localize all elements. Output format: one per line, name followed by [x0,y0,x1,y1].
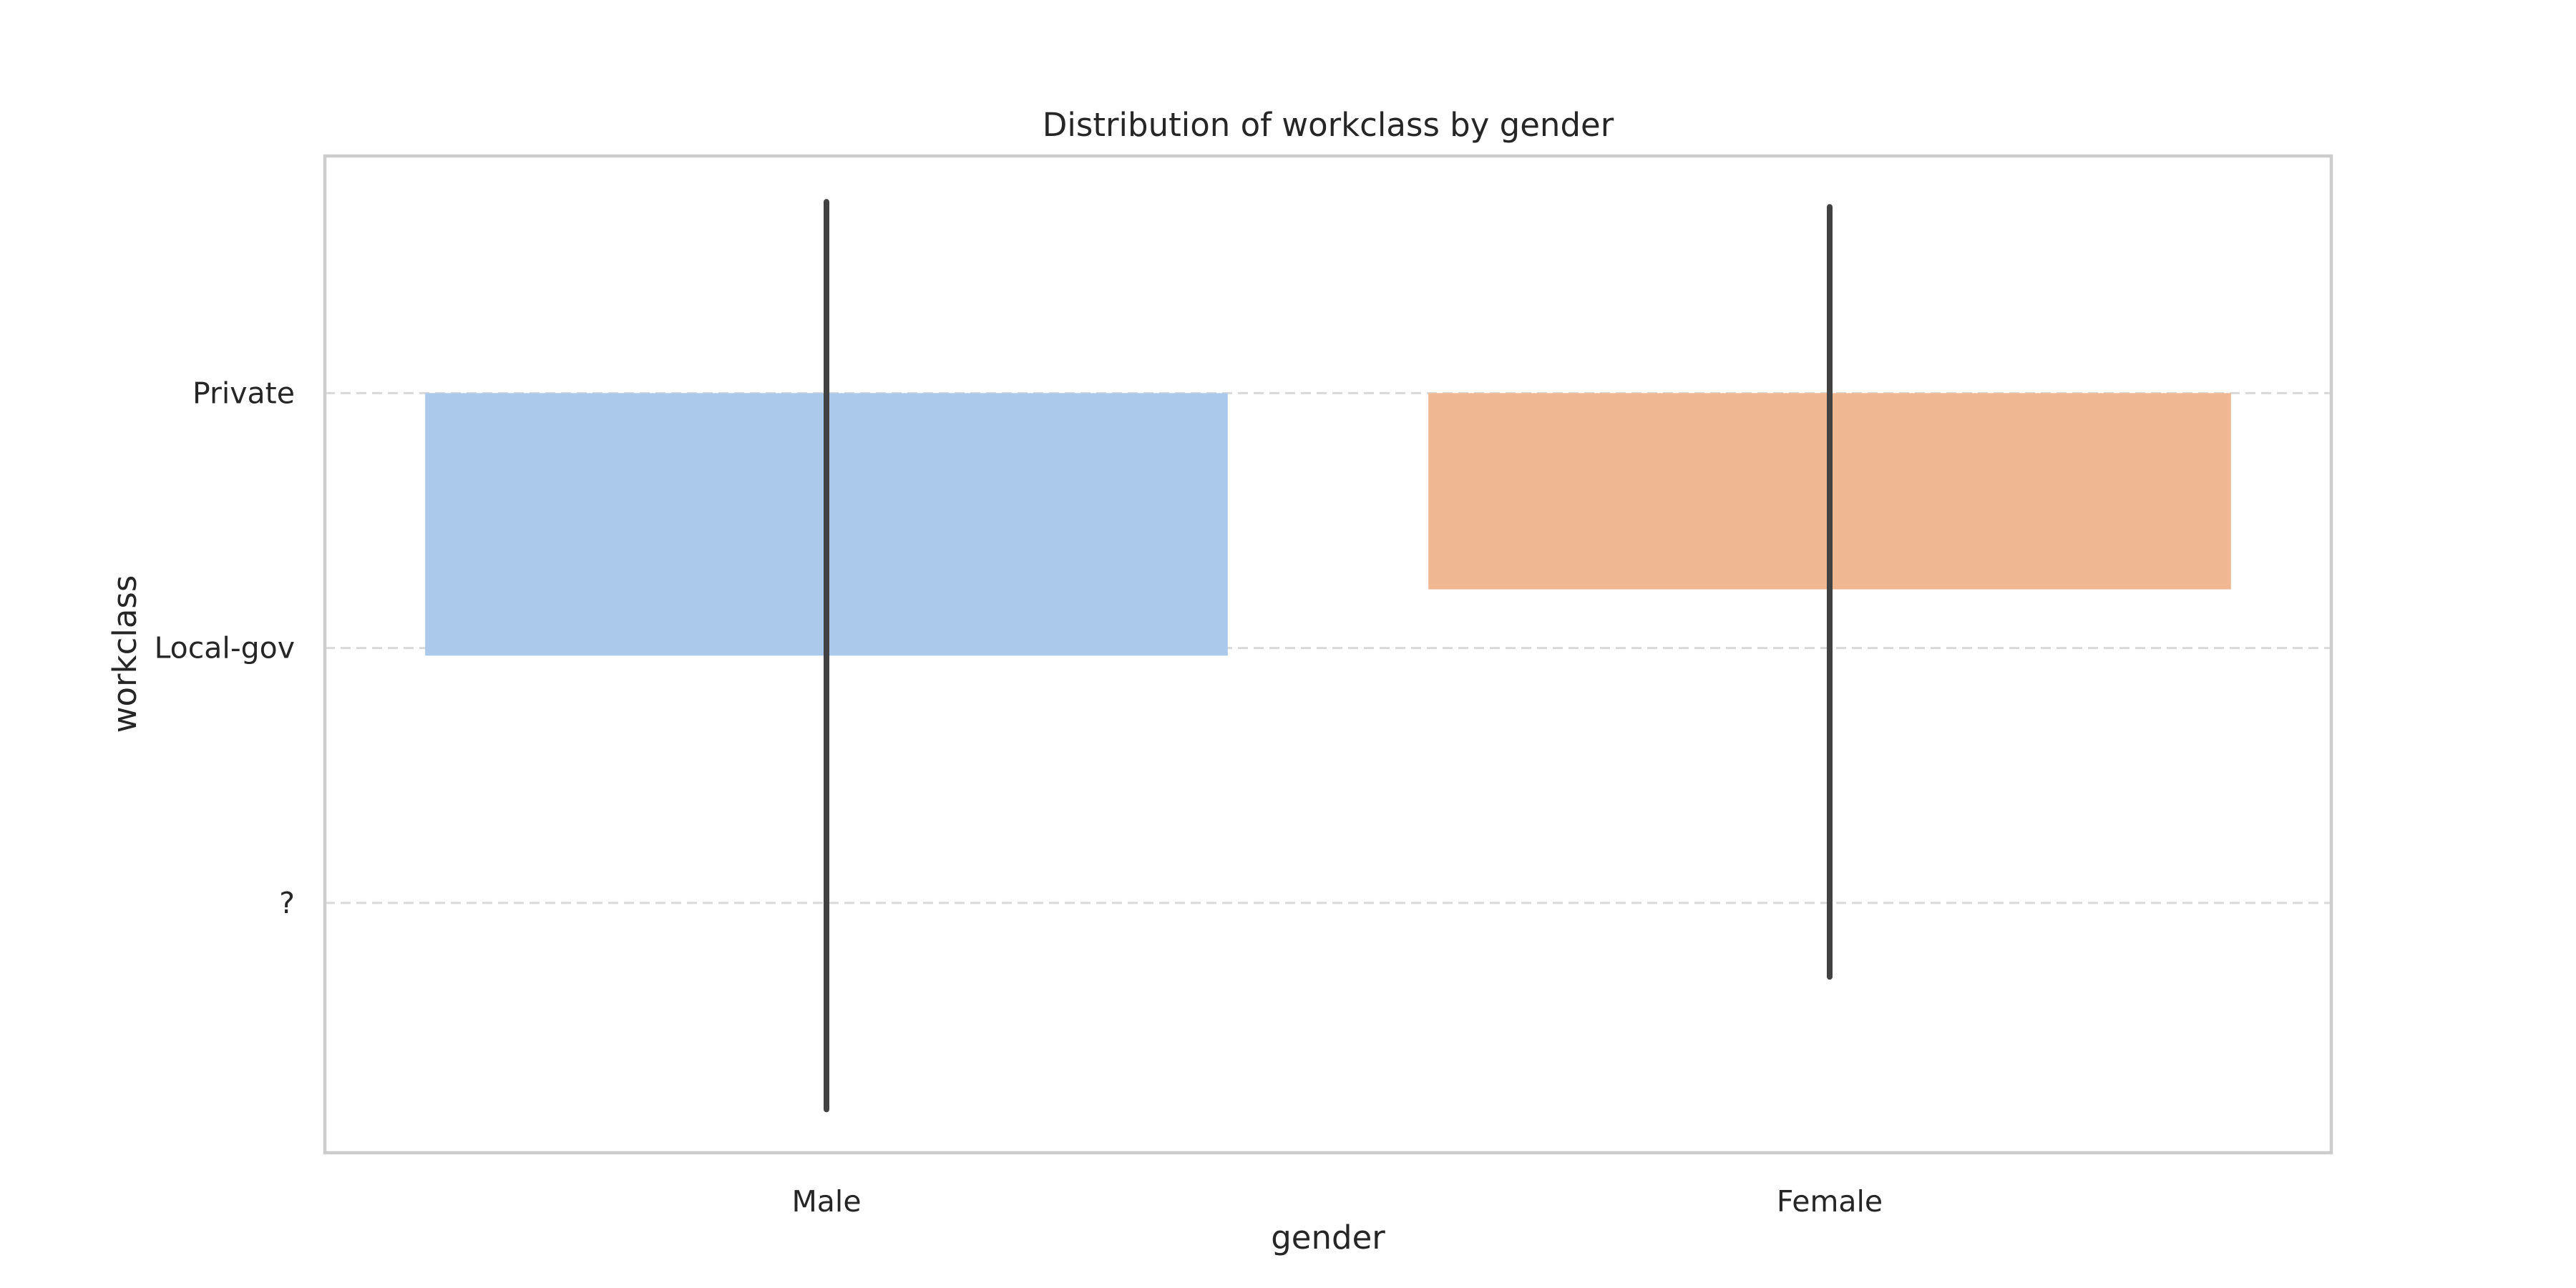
x-tick-label: Male [791,1184,861,1219]
y-axis-label: workclass [106,575,144,733]
x-tick-label: Female [1777,1184,1883,1219]
bars [425,393,2231,656]
y-tick-label: Local-gov [155,631,295,665]
y-tick-label: ? [279,886,295,920]
chart-title: Distribution of workclass by gender [1043,106,1614,144]
error-bars [824,199,1833,1113]
x-tick-labels: Male Female [791,1184,1883,1219]
x-axis-label: gender [1271,1219,1385,1257]
plot-frame [323,154,2333,1155]
y-tick-labels: Private Local-gov? [155,376,295,920]
y-tick-label: Private [192,376,295,410]
